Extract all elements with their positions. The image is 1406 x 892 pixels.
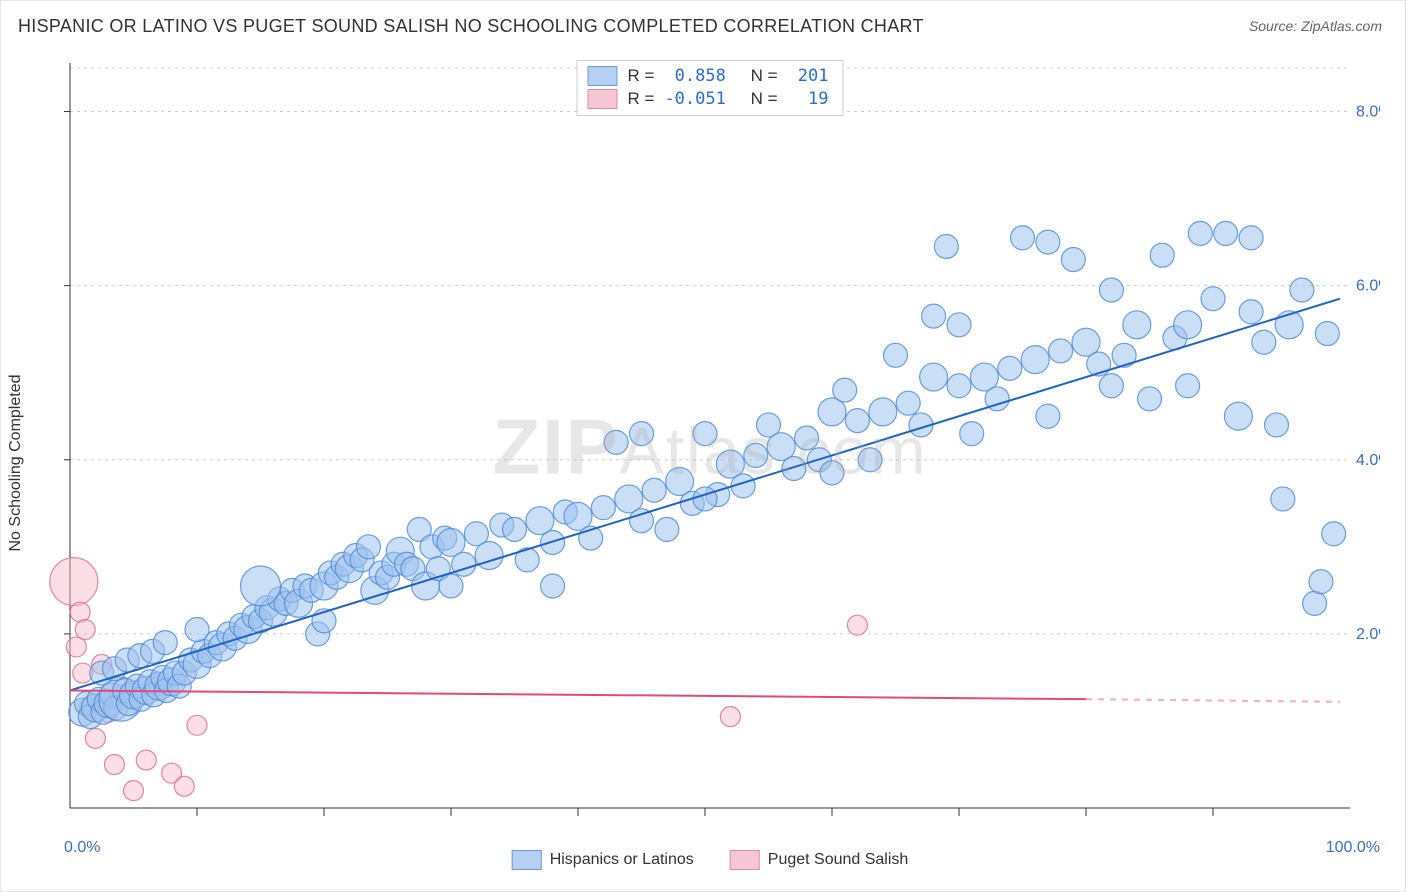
stat-r-label-0: R = [628, 65, 655, 88]
stat-n-value-0: 201 [788, 65, 829, 88]
y-axis-label: No Schooling Completed [7, 375, 25, 552]
svg-text:6.0%: 6.0% [1356, 278, 1380, 295]
legend-item-0: Hispanics or Latinos [512, 850, 694, 870]
svg-text:100.0%: 100.0% [1326, 839, 1380, 856]
stat-row-0: R = 0.858 N = 201 [588, 65, 829, 88]
svg-text:0.0%: 0.0% [64, 839, 100, 856]
stats-legend-box: R = 0.858 N = 201 R = -0.051 N = 19 [577, 60, 844, 116]
legend-swatch-1 [730, 850, 760, 870]
svg-text:8.0%: 8.0% [1356, 104, 1380, 121]
bottom-legend: Hispanics or Latinos Puget Sound Salish [512, 850, 909, 870]
stat-swatch-1 [588, 89, 618, 109]
scatter-plot-svg: 2.0% 4.0% 6.0% 8.0% 0.0% 100.0% [40, 58, 1380, 868]
stat-n-value-1: 19 [788, 88, 829, 111]
stat-r-value-1: -0.051 [664, 88, 725, 111]
stat-r-value-0: 0.858 [664, 65, 725, 88]
stat-swatch-0 [588, 66, 618, 86]
stat-row-1: R = -0.051 N = 19 [588, 88, 829, 111]
svg-text:4.0%: 4.0% [1356, 452, 1380, 469]
legend-label-0: Hispanics or Latinos [550, 851, 694, 869]
chart-title: HISPANIC OR LATINO VS PUGET SOUND SALISH… [18, 16, 924, 37]
stat-n-label-1: N = [751, 88, 778, 111]
legend-item-1: Puget Sound Salish [730, 850, 909, 870]
source-label: Source: ZipAtlas.com [1249, 18, 1382, 34]
legend-label-1: Puget Sound Salish [768, 851, 909, 869]
stat-n-label-0: N = [751, 65, 778, 88]
stat-r-label-1: R = [628, 88, 655, 111]
plot-container: No Schooling Completed ZIPAtlas.com R = … [40, 58, 1380, 868]
svg-text:2.0%: 2.0% [1356, 626, 1380, 643]
legend-swatch-0 [512, 850, 542, 870]
